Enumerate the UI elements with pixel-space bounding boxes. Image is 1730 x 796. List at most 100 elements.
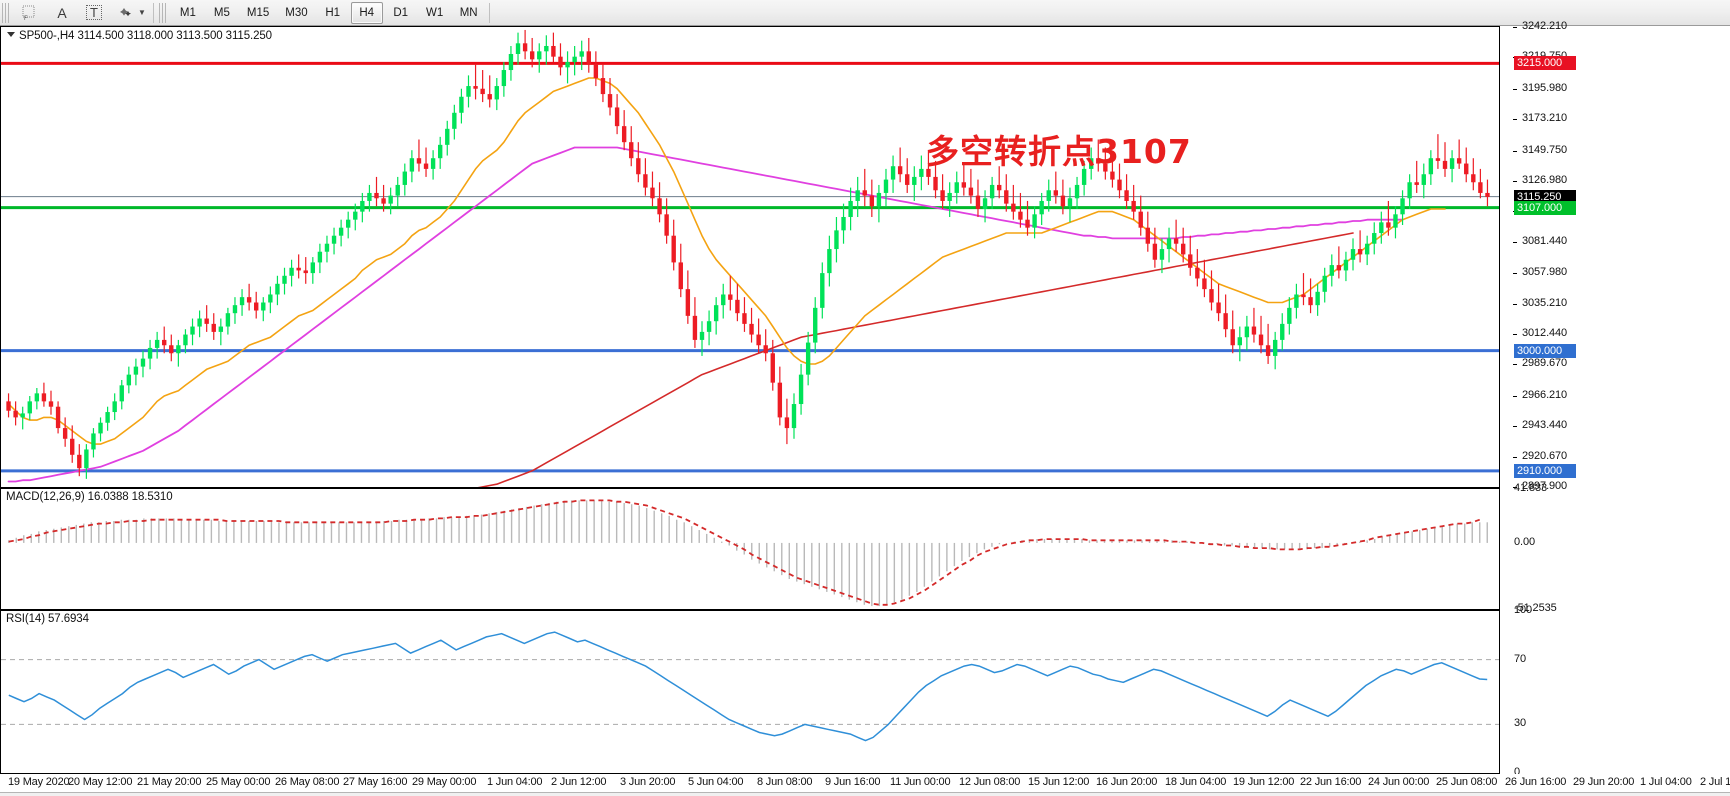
time-axis-label-17: 18 Jun 04:00 [1165,776,1227,788]
time-axis-label-16: 16 Jun 20:00 [1096,776,1158,788]
price-scale[interactable]: 3242.2103219.7503195.9803173.2103149.750… [1500,20,1730,778]
price-chart-svg [1,29,1499,487]
timeframe-grip[interactable] [158,2,168,23]
price-axis-label-11: 2989.670 [1522,357,1568,370]
crosshair-icon[interactable]: F [15,2,45,24]
rsi-axis-label-1: 70 [1514,652,1527,665]
price-axis-label-3: 3173.210 [1522,112,1568,125]
axis-tick [1513,119,1517,121]
macd-axis-label-2: -51.2535 [1514,602,1557,614]
time-axis-label-4: 26 May 08:00 [275,776,340,788]
support-level-3000-tag[interactable]: 3000.000 [1514,343,1576,358]
macd-axis-label-1: 0.00 [1514,535,1536,548]
time-axis-label-21: 25 Jun 08:00 [1436,776,1498,788]
text-box-icon[interactable]: T [79,2,109,24]
collapse-triangle-icon[interactable] [7,32,15,38]
macd-pane[interactable]: MACD(12,26,9) 16.0388 18.5310 [0,488,1500,610]
axis-tick [1513,150,1517,152]
axis-tick [1513,241,1517,243]
support-level-2910-tag[interactable]: 2910.000 [1514,463,1576,478]
price-axis-label-4: 3149.750 [1522,143,1568,156]
chart-annotation: 多空转折点3107 [926,132,1192,171]
timeframe-w1[interactable]: W1 [426,6,444,19]
rsi-pane[interactable]: RSI(14) 57.6934 [0,610,1500,774]
time-axis-label-9: 3 Jun 20:00 [620,776,676,788]
time-axis-label-8: 2 Jun 12:00 [551,776,607,788]
time-axis-label-18: 19 Jun 12:00 [1233,776,1295,788]
text-label-icon[interactable]: A [57,4,67,21]
macd-histogram [8,500,1488,607]
toolbar-separator-2 [488,2,490,23]
svg-text:F: F [24,16,28,21]
timeframe-d1[interactable]: D1 [393,6,409,19]
symbol-header-text: SP500-,H4 3114.500 3118.000 3113.500 311… [19,30,272,42]
time-axis-label-25: 2 Jul 12:00 [1700,776,1730,788]
price-axis-label-15: 2897.900 [1522,480,1568,492]
ma-line-red [477,232,1354,487]
rsi-line [8,631,1488,742]
resistance-level-tag[interactable]: 3215.000 [1514,56,1576,71]
price-axis-label-8: 3057.980 [1522,266,1568,279]
chart-area: SP500-,H4 3114.500 3118.000 3113.500 311… [0,20,1730,796]
time-axis-label-1: 20 May 12:00 [68,776,133,788]
time-scale[interactable]: 19 May 2020 20 May 12:00 21 May 20:00 25 Ma… [0,774,1730,791]
objects-icon[interactable] [111,2,141,24]
time-axis-label-20: 24 Jun 00:00 [1368,776,1430,788]
price-axis-label-12: 2966.210 [1522,388,1568,401]
time-axis-label-10: 5 Jun 04:00 [688,776,744,788]
status-bar [0,792,1730,796]
timeframe-h1[interactable]: H1 [325,6,341,19]
price-axis-label-14: 2920.670 [1522,449,1568,462]
macd-signal-line [8,499,1480,606]
price-chart-pane[interactable]: SP500-,H4 3114.500 3118.000 3113.500 311… [0,26,1500,488]
time-axis-label-24: 1 Jul 04:00 [1640,776,1692,788]
macd-svg [8,499,1488,607]
timeframe-mn[interactable]: MN [459,6,478,19]
axis-tick [1513,333,1517,335]
rsi-axis-label-3: 0 [1514,766,1521,778]
rsi-label: RSI(14) 57.6934 [6,613,89,625]
main-toolbar: F A T ▼ M1 M5 M15 M30 H1 [0,0,1730,26]
timeframe-m15[interactable]: M15 [246,6,270,19]
toolbar-grip[interactable] [2,2,11,23]
time-axis-label-22: 26 Jun 16:00 [1505,776,1567,788]
pivot-level-tag[interactable]: 3107.000 [1514,200,1576,215]
price-axis-label-0: 3242.210 [1522,20,1568,32]
timeframe-m30[interactable]: M30 [285,6,308,19]
time-axis-label-19: 22 Jun 16:00 [1300,776,1362,788]
axis-tick [1513,456,1517,458]
toolbar-separator [152,2,154,23]
axis-tick [1513,487,1517,488]
price-axis-label-5: 3126.980 [1522,173,1568,186]
time-axis-label-14: 12 Jun 08:00 [959,776,1021,788]
timeframe-m5[interactable]: M5 [213,6,230,19]
time-axis-label-6: 29 May 00:00 [412,776,477,788]
candlestick-series [6,29,1490,479]
axis-tick [1513,273,1517,275]
chevron-down-icon[interactable]: ▼ [138,8,146,17]
time-axis-label-5: 27 May 16:00 [343,776,408,788]
timeframe-m1[interactable]: M1 [179,6,196,19]
time-axis-label-12: 9 Jun 16:00 [825,776,881,788]
price-axis-label-13: 2943.440 [1522,419,1568,432]
time-axis-label-23: 29 Jun 20:00 [1573,776,1635,788]
axis-tick [1513,426,1517,428]
ma-line-orange [7,77,1446,445]
time-axis-label-15: 15 Jun 12:00 [1028,776,1090,788]
time-axis-label-7: 1 Jun 04:00 [487,776,543,788]
rsi-axis-label-0: 100 [1514,604,1533,616]
price-axis-label-10: 3012.440 [1522,326,1568,339]
price-axis-label-7: 3081.440 [1522,234,1568,247]
timeframe-h4[interactable]: H4 [350,1,383,24]
price-axis-label-2: 3195.980 [1522,81,1568,94]
axis-tick [1513,395,1517,397]
axis-tick [1513,303,1517,305]
ma-line-magenta [7,146,1404,483]
time-axis-label-11: 8 Jun 08:00 [757,776,813,788]
rsi-svg [1,631,1499,742]
price-axis-label-9: 3035.210 [1522,296,1568,309]
axis-tick [1513,180,1517,182]
time-axis-label-13: 11 Jun 00:00 [890,776,951,788]
rsi-axis-label-2: 30 [1514,717,1527,730]
current-price-tag[interactable]: 3115.250 [1514,189,1576,204]
